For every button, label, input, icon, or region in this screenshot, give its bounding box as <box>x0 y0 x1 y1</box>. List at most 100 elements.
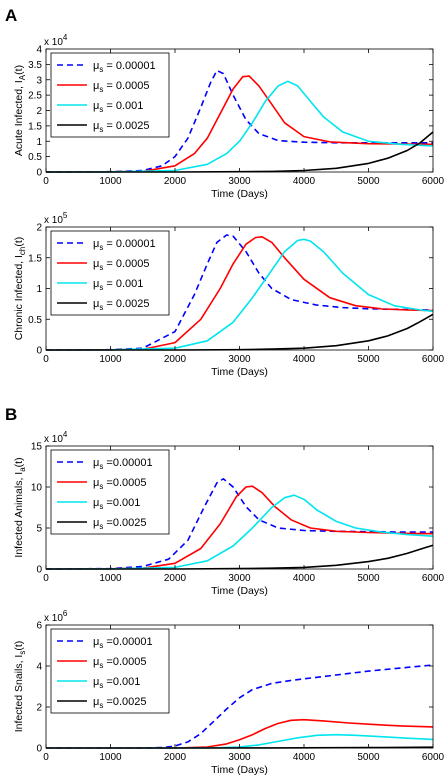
series-line-2 <box>45 485 434 570</box>
y-tick-label: 0.5 <box>28 315 42 326</box>
x-tick-label: 2000 <box>164 752 187 763</box>
x-axis-label: Time (Days) <box>211 585 268 597</box>
y-tick-label: 5 <box>36 524 42 535</box>
chart-1: 0 1000 2000 3000 4000 5000 6000 0 0.5 1 1.5 2 2.5 3 3.… <box>13 33 445 200</box>
legend-entry: μs = 0.001 <box>93 100 143 114</box>
legend-entry: μs =0.00001 <box>93 636 153 650</box>
x-tick-label: 5000 <box>357 573 380 584</box>
series-line-1 <box>45 477 433 570</box>
y-tick-label: 1 <box>36 137 42 148</box>
chart-4: 0 1000 2000 3000 4000 5000 6000 0 2 4 6x 106 Time (… <box>13 609 445 776</box>
y-tick-label: 6 <box>36 621 42 632</box>
legend-entry: μs =0.001 <box>93 497 140 511</box>
legend: μs =0.00001 μs =0.0005 μs =0.001 μs =0.0025 <box>50 628 170 714</box>
legend-entry: μs = 0.0005 <box>93 258 150 272</box>
y-tick-label: 0.5 <box>28 152 42 163</box>
x-tick-label: 6000 <box>422 752 445 763</box>
x-tick-label: 0 <box>43 354 49 365</box>
legend-entry: μs =0.00001 <box>93 457 153 471</box>
legend-entry: μs = 0.0005 <box>93 80 150 94</box>
legend: μs = 0.00001 μs = 0.0005 μs = 0.001 μs = 0.… <box>50 230 170 316</box>
legend-entry: μs =0.0025 <box>93 517 146 531</box>
x-axis-label: Time (Days) <box>211 188 268 200</box>
y-tick-label: 1.5 <box>28 121 42 132</box>
y-multiplier: x 105 <box>44 211 68 226</box>
x-tick-label: 2000 <box>164 354 187 365</box>
legend-box <box>50 628 170 714</box>
x-tick-label: 0 <box>43 176 49 187</box>
y-tick-label: 1 <box>36 284 42 295</box>
y-tick-label: 1.5 <box>28 253 42 264</box>
series-line-1 <box>46 664 434 749</box>
series-line-3 <box>45 80 434 173</box>
series-line-3 <box>45 238 434 351</box>
x-tick-label: 1000 <box>99 752 122 763</box>
y-multiplier: x 104 <box>44 33 68 48</box>
legend: μs =0.00001 μs =0.0005 μs =0.001 μs =0.0025 <box>50 449 170 535</box>
y-tick-label: 10 <box>31 483 43 494</box>
panel-label-a: A <box>5 6 18 25</box>
legend-entry: μs =0.001 <box>93 676 140 690</box>
x-tick-label: 5000 <box>357 354 380 365</box>
legend-entry: μs =0.0005 <box>93 656 146 670</box>
x-tick-label: 6000 <box>422 176 445 187</box>
y-tick-label: 0 <box>36 744 42 755</box>
y-axis-label: Acute Infected, IA(t) <box>13 65 27 156</box>
x-tick-label: 6000 <box>422 573 445 584</box>
y-axis-label: Infected Animals, Ia(t) <box>13 457 27 557</box>
series-line-1 <box>45 234 434 351</box>
y-tick-label: 0 <box>36 346 42 357</box>
legend: μs = 0.00001 μs = 0.0005 μs = 0.001 μs = 0.… <box>50 52 170 138</box>
y-tick-label: 0 <box>36 168 42 179</box>
x-tick-label: 4000 <box>293 752 316 763</box>
y-tick-label: 4 <box>36 662 42 673</box>
x-tick-label: 0 <box>43 573 49 584</box>
chart-2: 0 1000 2000 3000 4000 5000 6000 0 0.5 1 1.5 2x 105 T… <box>13 211 445 378</box>
x-axis-label: Time (Days) <box>211 366 268 378</box>
x-tick-label: 1000 <box>99 176 122 187</box>
y-tick-label: 3.5 <box>28 60 42 71</box>
legend-entry: μs =0.0005 <box>93 477 146 491</box>
panel-label-b: B <box>5 405 18 424</box>
legend-entry: μs = 0.00001 <box>93 60 156 74</box>
x-tick-label: 3000 <box>228 752 251 763</box>
legend-box <box>50 449 170 535</box>
legend-entry: μs = 0.001 <box>93 278 143 292</box>
x-tick-label: 4000 <box>293 176 316 187</box>
y-axis-label: Infected Snails, Is(t) <box>13 641 27 733</box>
chart-3: 0 1000 2000 3000 4000 5000 6000 0 5 10 15x 104 Time… <box>13 430 445 597</box>
y-tick-label: 0 <box>36 565 42 576</box>
y-tick-label: 2 <box>36 223 42 234</box>
y-axis-label: Chronic Infected, Ich(t) <box>13 237 27 341</box>
x-tick-label: 2000 <box>164 176 187 187</box>
y-tick-label: 2 <box>36 703 42 714</box>
x-tick-label: 1000 <box>99 354 122 365</box>
x-tick-label: 2000 <box>164 573 187 584</box>
x-tick-label: 5000 <box>357 752 380 763</box>
series-line-2 <box>45 236 434 351</box>
series-line-3 <box>45 494 434 570</box>
series-line-2 <box>46 718 434 749</box>
legend-entry: μs =0.0025 <box>93 696 146 710</box>
legend-box <box>50 230 170 316</box>
y-tick-label: 15 <box>31 442 43 453</box>
x-tick-label: 6000 <box>422 354 445 365</box>
y-tick-label: 4 <box>36 45 42 56</box>
x-tick-label: 4000 <box>293 573 316 584</box>
x-tick-label: 1000 <box>99 573 122 584</box>
x-tick-label: 5000 <box>357 176 380 187</box>
y-tick-label: 2.5 <box>28 91 42 102</box>
x-tick-label: 4000 <box>293 354 316 365</box>
y-multiplier: x 106 <box>44 609 68 624</box>
y-tick-label: 3 <box>36 75 42 86</box>
x-tick-label: 0 <box>43 752 49 763</box>
x-axis-label: Time (Days) <box>211 764 268 776</box>
x-tick-label: 3000 <box>228 354 251 365</box>
legend-entry: μs = 0.0025 <box>93 120 150 134</box>
legend-entry: μs = 0.00001 <box>93 238 156 252</box>
legend-box <box>50 52 170 138</box>
x-tick-label: 3000 <box>228 573 251 584</box>
y-multiplier: x 104 <box>44 430 68 445</box>
legend-entry: μs = 0.0025 <box>93 298 150 312</box>
